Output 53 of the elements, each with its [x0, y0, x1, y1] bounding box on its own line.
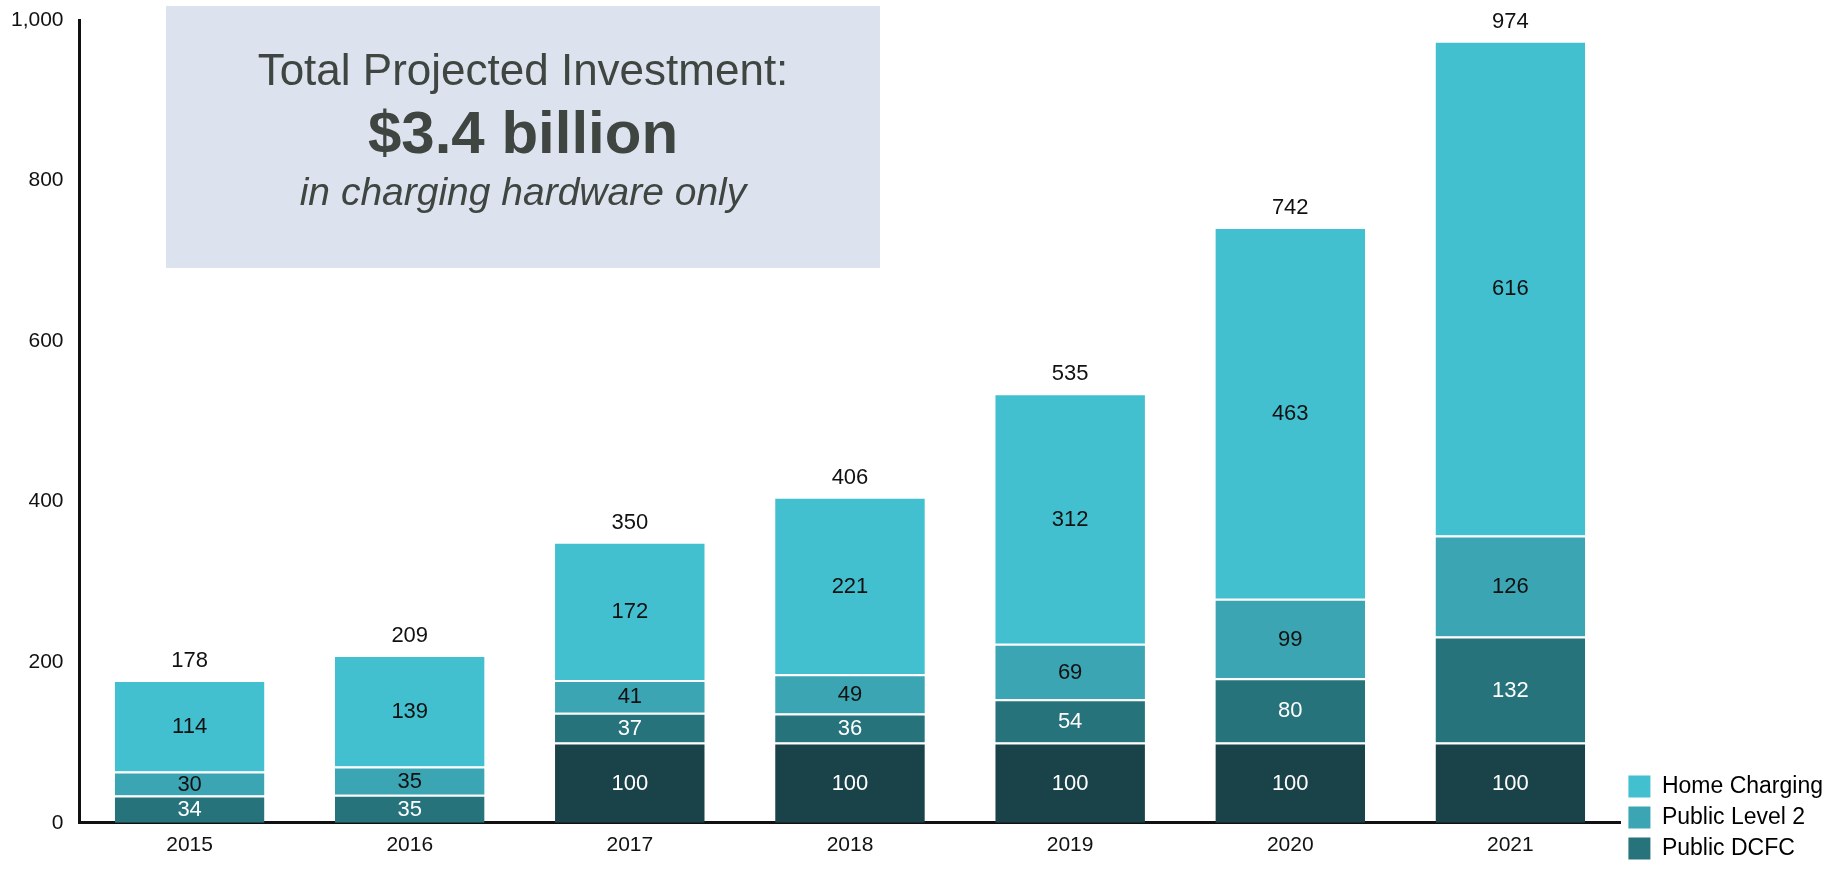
- data-label: 114: [172, 712, 208, 738]
- x-tick-label: 2017: [606, 832, 654, 856]
- legend-label: Public DCFC: [1661, 833, 1795, 860]
- x-tick-label: 2016: [386, 832, 434, 856]
- total-label: 209: [391, 622, 429, 648]
- y-tick-label: 400: [28, 488, 64, 512]
- data-label: 100: [1492, 769, 1529, 795]
- y-tick-label: 1,000: [10, 6, 64, 30]
- x-tick-label: 2019: [1046, 832, 1094, 856]
- total-label: 406: [831, 463, 869, 489]
- data-label: 126: [1492, 573, 1529, 599]
- legend-label: Home Charging: [1661, 771, 1824, 798]
- y-tick-label: 0: [51, 809, 64, 833]
- annotation: $3.4 billion: [366, 97, 680, 168]
- data-label: 132: [1492, 676, 1529, 702]
- y-tick-label: 200: [28, 649, 64, 673]
- y-tick-label: 800: [28, 167, 64, 191]
- total-label: 178: [171, 646, 208, 672]
- x-tick-label: 2015: [166, 832, 213, 856]
- data-label: 34: [177, 796, 202, 822]
- data-label: 99: [1277, 625, 1303, 651]
- annotation: Total Projected Investment:: [256, 44, 790, 96]
- data-label: 616: [1492, 275, 1529, 301]
- data-label: 221: [831, 572, 869, 598]
- data-label: 100: [1271, 769, 1309, 795]
- x-tick-label: 2021: [1487, 832, 1534, 856]
- data-label: 100: [611, 769, 649, 795]
- data-label: 36: [837, 715, 863, 741]
- data-label: 69: [1057, 658, 1083, 684]
- data-label: 80: [1277, 697, 1303, 723]
- data-label: 49: [837, 681, 863, 707]
- x-tick-label: 2018: [826, 832, 874, 856]
- data-label: 312: [1051, 505, 1089, 531]
- x-tick-label: 2020: [1266, 832, 1314, 856]
- data-label: 54: [1057, 707, 1083, 733]
- data-label: 463: [1271, 400, 1309, 426]
- total-label: 350: [611, 508, 649, 534]
- data-label: 100: [831, 769, 869, 795]
- data-label: 100: [1051, 769, 1089, 795]
- data-label: 35: [397, 767, 422, 793]
- data-label: 172: [611, 597, 649, 623]
- data-label: 30: [177, 770, 202, 796]
- y-tick-label: 600: [28, 327, 64, 351]
- data-label: 41: [617, 683, 643, 709]
- annotation: in charging hardware only: [298, 168, 749, 215]
- data-label: 35: [397, 795, 422, 821]
- data-label: 37: [617, 714, 643, 740]
- total-label: 974: [1492, 7, 1529, 33]
- legend-label: Public Level 2: [1661, 802, 1806, 829]
- total-label: 535: [1051, 360, 1089, 386]
- data-label: 139: [391, 697, 429, 723]
- text-panel: Total Projected Investment: $3.4 billion in charging hardware only: [166, 6, 880, 268]
- total-label: 742: [1271, 194, 1309, 220]
